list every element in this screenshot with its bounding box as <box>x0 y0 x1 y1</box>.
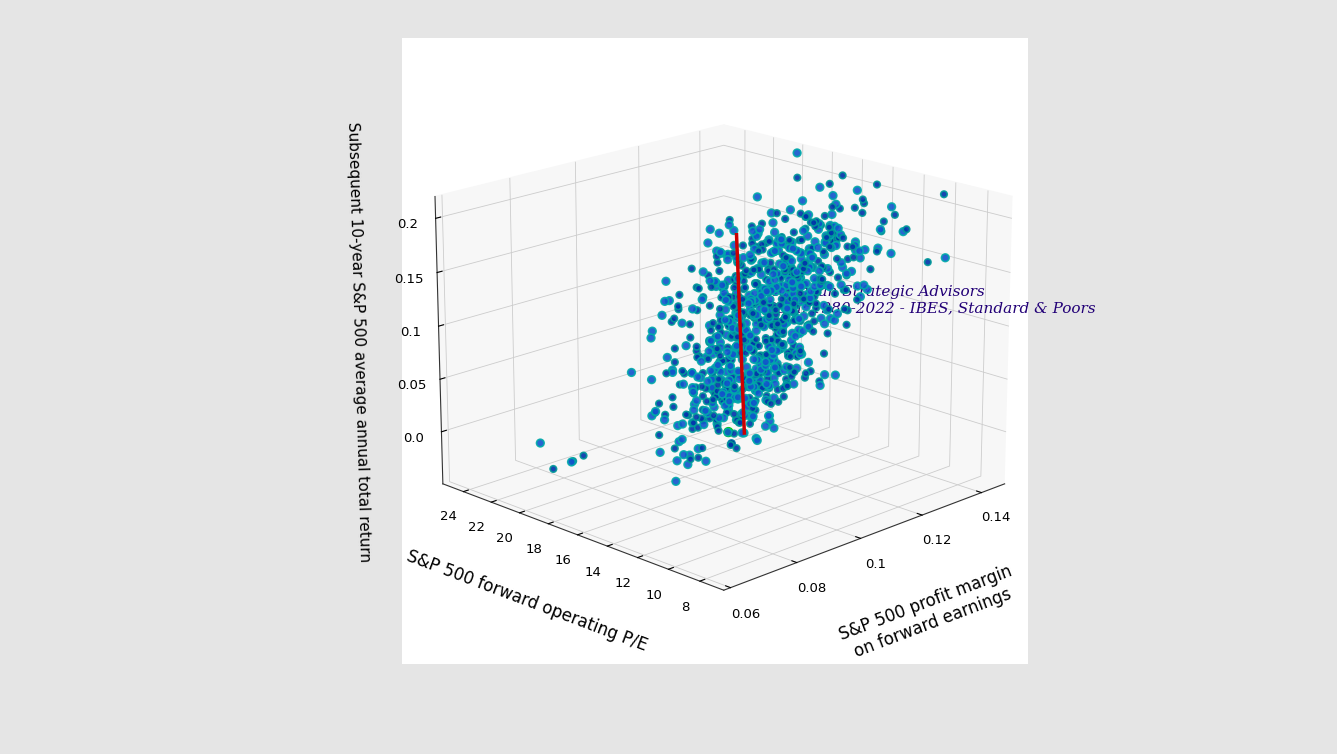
Text: Hussman Strategic Advisors
Data: 1980-2022 - IBES, Standard & Poors: Hussman Strategic Advisors Data: 1980-20… <box>765 286 1096 316</box>
X-axis label: S&P 500 profit margin
on forward earnings: S&P 500 profit margin on forward earning… <box>837 562 1021 664</box>
Y-axis label: S&P 500 forward operating P/E: S&P 500 forward operating P/E <box>404 547 650 655</box>
